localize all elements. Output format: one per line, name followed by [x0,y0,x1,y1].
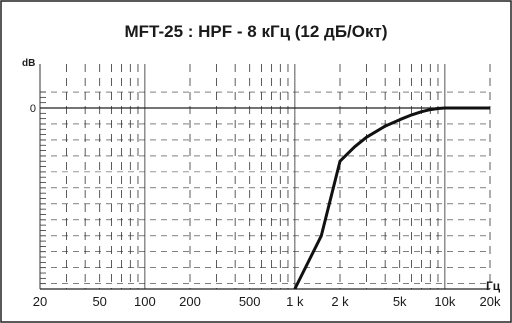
x-tick-label: 20 [33,294,47,309]
x-tick-label: 1 k [286,294,304,309]
y-tick-label: 0 [30,103,36,115]
x-tick-label: 500 [239,294,261,309]
x-tick-label: 2 k [331,294,349,309]
chart-title: MFT-25 : HPF - 8 кГц (12 дБ/Окт) [124,22,388,41]
x-tick-label: 20k [480,294,501,309]
response-curve [293,106,490,290]
x-tick-label: 10k [434,294,455,309]
tick-labels: 20 50 100 200 500 1 k 2 k 5k 10k 20k 0 [30,103,501,309]
x-axis-label: Гц [486,279,501,293]
x-tick-label: 200 [179,294,201,309]
grid [39,64,491,290]
x-tick-label: 100 [134,294,156,309]
x-tick-label: 50 [92,294,106,309]
x-tick-label: 5k [393,294,407,309]
y-axis-label: dB [22,58,35,69]
